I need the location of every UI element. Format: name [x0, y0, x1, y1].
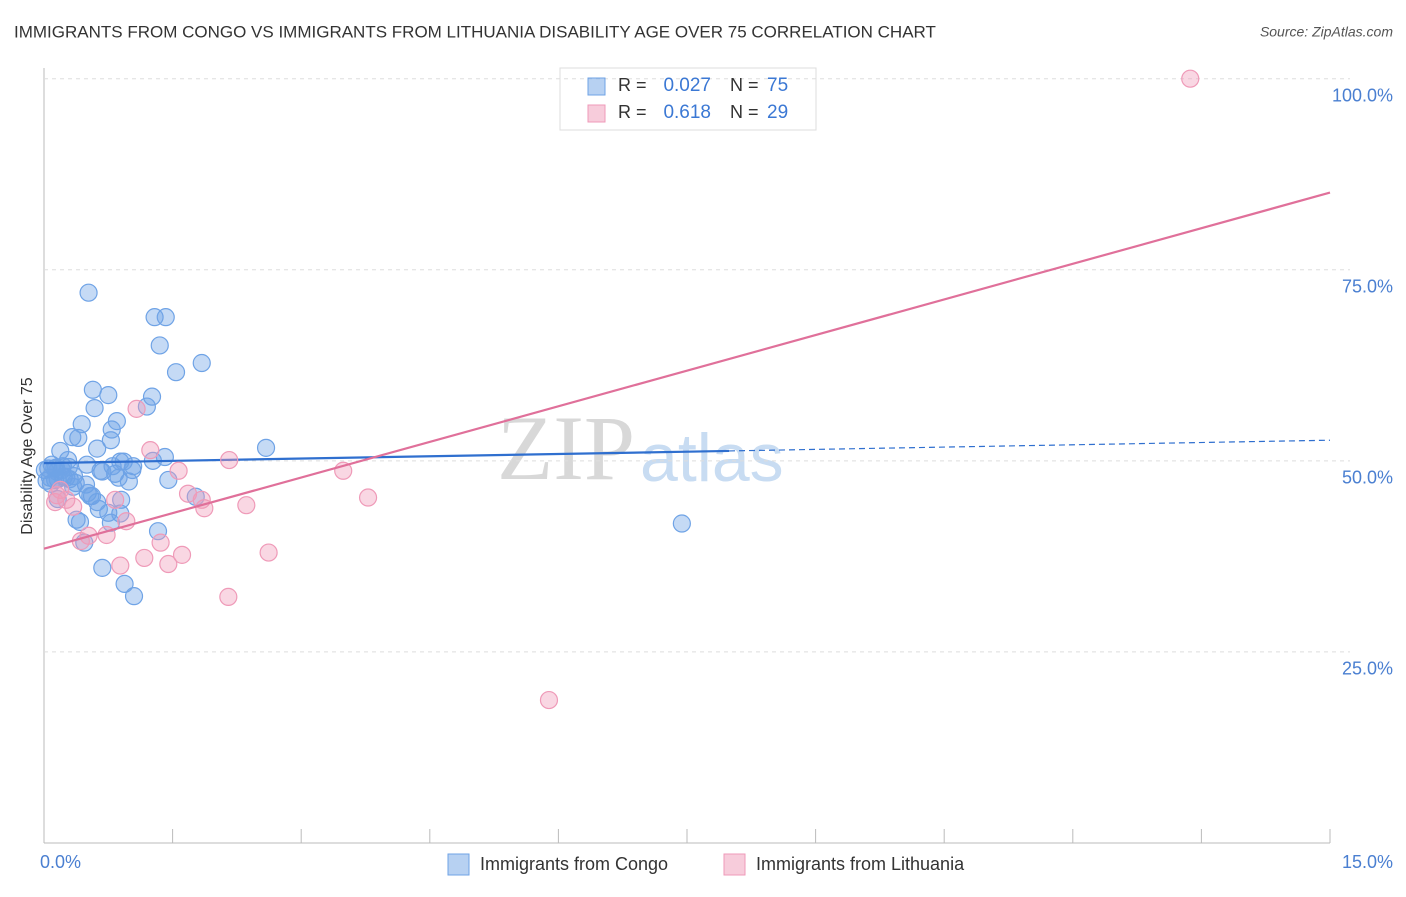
point	[172, 545, 192, 564]
point	[81, 486, 100, 506]
x-tick-label: 15.0%	[1342, 852, 1393, 872]
watermark: atlas	[640, 420, 784, 496]
chart-title: IMMIGRANTS FROM CONGO VS IMMIGRANTS FROM…	[14, 22, 936, 41]
legend-swatch	[587, 77, 606, 96]
point	[259, 543, 278, 562]
legend-label: Immigrants from Lithuania	[756, 854, 965, 874]
point	[237, 496, 256, 515]
point	[539, 690, 559, 710]
legend-r-label: R =	[618, 102, 647, 122]
point	[72, 415, 91, 434]
legend-swatch	[447, 853, 470, 876]
point	[103, 457, 122, 476]
point	[124, 587, 144, 606]
legend-swatch	[587, 104, 606, 123]
point	[219, 587, 238, 606]
point	[150, 336, 169, 355]
x-tick-label: 0.0%	[40, 852, 81, 872]
point	[166, 363, 186, 382]
point	[99, 386, 118, 405]
point	[83, 380, 102, 399]
point	[51, 441, 70, 461]
point	[70, 512, 90, 532]
point	[192, 353, 211, 373]
point	[1181, 69, 1200, 88]
legend-swatch	[723, 853, 746, 876]
point	[109, 468, 128, 487]
trend-line	[43, 449, 730, 465]
legend-n-label: N =	[730, 102, 759, 122]
point	[127, 399, 146, 418]
y-tick-label: 50.0%	[1342, 468, 1393, 488]
legend-r-label: R =	[618, 75, 647, 95]
point	[58, 450, 78, 470]
point	[672, 514, 691, 533]
legend-r-value: 0.027	[663, 75, 711, 96]
point	[79, 283, 98, 302]
y-tick-label: 75.0%	[1342, 277, 1393, 297]
point	[141, 441, 160, 460]
point	[88, 493, 107, 512]
point	[119, 472, 138, 491]
point	[135, 548, 154, 568]
point	[69, 428, 88, 448]
point	[89, 499, 108, 519]
legend-label: Immigrants from Congo	[480, 854, 668, 874]
watermark: ZIP	[497, 397, 635, 499]
point	[88, 439, 107, 458]
y-axis-label: Disability Age Over 75	[19, 377, 36, 535]
point	[85, 399, 104, 418]
point	[156, 308, 175, 327]
point	[57, 490, 76, 509]
point	[148, 522, 168, 541]
point	[101, 431, 120, 450]
point	[106, 490, 125, 509]
point	[220, 450, 239, 470]
y-tick-label: 100.0%	[1332, 85, 1393, 105]
point	[63, 428, 82, 447]
point	[37, 471, 56, 490]
legend-n-label: N =	[730, 75, 759, 95]
point	[169, 461, 188, 480]
point	[256, 438, 276, 457]
legend-n-value: 29	[767, 102, 788, 123]
point	[111, 556, 130, 575]
point	[159, 554, 178, 574]
trend-line-extension	[728, 439, 1331, 452]
point	[47, 462, 66, 481]
point	[47, 486, 66, 505]
point	[142, 387, 162, 406]
legend-r-value: 0.618	[663, 102, 711, 123]
point	[93, 558, 112, 577]
point	[358, 488, 378, 507]
legend-n-value: 75	[767, 75, 788, 96]
y-tick-label: 25.0%	[1342, 659, 1393, 679]
point	[115, 574, 134, 594]
source: Source: ZipAtlas.com	[1260, 24, 1393, 40]
trend-line	[43, 191, 1331, 550]
point	[151, 533, 170, 552]
point	[159, 470, 178, 490]
point	[64, 497, 83, 516]
point	[112, 490, 131, 509]
point	[51, 480, 70, 499]
